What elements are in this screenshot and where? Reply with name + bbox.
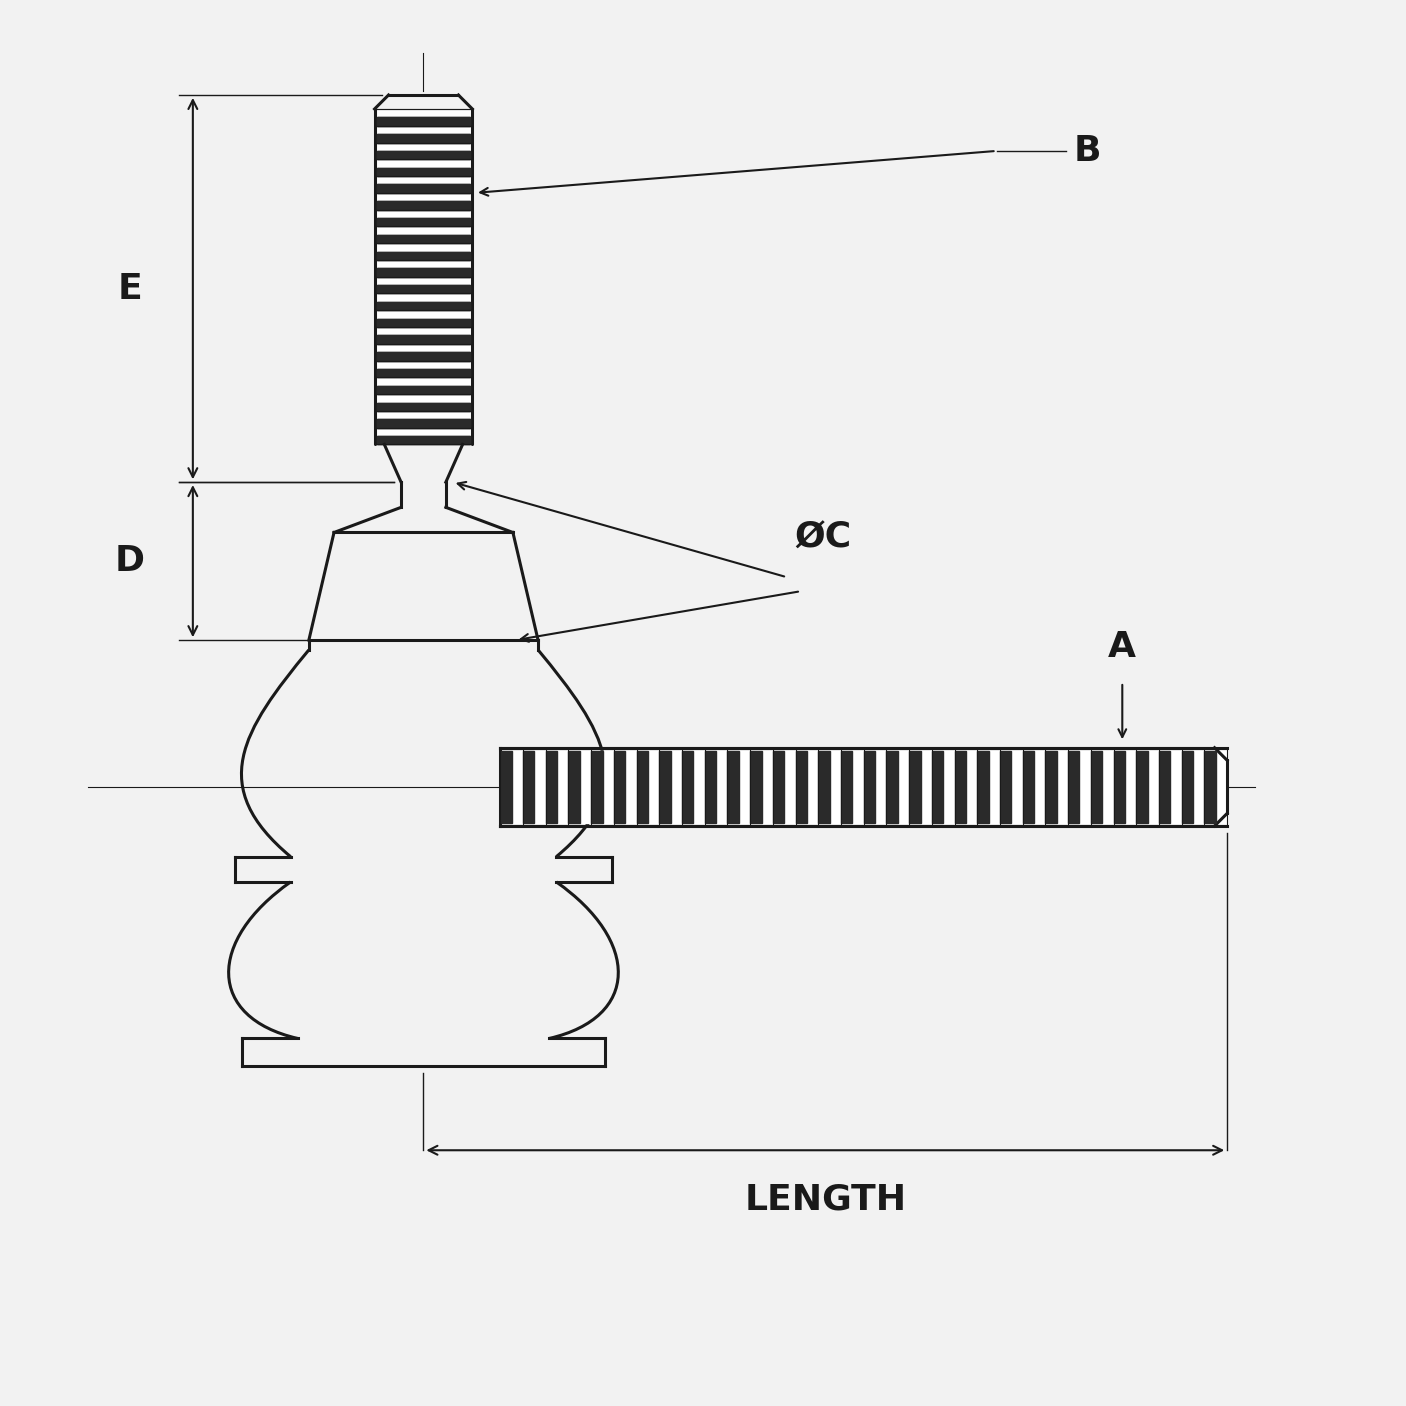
Bar	[841, 751, 852, 823]
Bar	[377, 184, 470, 193]
Bar	[377, 150, 470, 159]
Bar	[886, 751, 898, 823]
Bar	[377, 285, 470, 294]
Text: A: A	[1108, 630, 1136, 664]
Bar	[377, 302, 470, 311]
Text: D: D	[115, 544, 145, 578]
Bar	[377, 368, 470, 377]
Bar	[1046, 751, 1057, 823]
Bar	[377, 269, 470, 277]
Bar	[568, 751, 579, 823]
Bar	[591, 751, 603, 823]
Bar	[377, 336, 470, 344]
Bar	[1181, 751, 1194, 823]
Bar	[501, 751, 512, 823]
Bar	[377, 402, 470, 411]
Bar	[614, 751, 626, 823]
Bar	[377, 436, 470, 444]
Bar	[1114, 751, 1125, 823]
Bar	[377, 252, 470, 260]
Bar	[377, 134, 470, 142]
Bar	[1159, 751, 1170, 823]
Bar	[377, 235, 470, 243]
Bar	[377, 352, 470, 360]
Bar	[377, 117, 470, 125]
Bar	[796, 751, 807, 823]
Bar	[1022, 751, 1033, 823]
Bar	[659, 751, 671, 823]
Bar	[502, 751, 1227, 823]
Bar	[910, 751, 921, 823]
Bar	[377, 218, 470, 226]
Bar	[377, 117, 470, 125]
Bar	[377, 319, 470, 328]
Bar	[377, 385, 470, 394]
Bar	[377, 150, 470, 159]
Bar	[932, 751, 943, 823]
Bar	[523, 751, 534, 823]
Bar	[1000, 751, 1011, 823]
Bar	[704, 751, 716, 823]
Bar	[977, 751, 988, 823]
Bar	[1091, 751, 1102, 823]
Bar	[377, 201, 470, 209]
Bar	[955, 751, 966, 823]
Bar	[377, 201, 470, 209]
Bar	[377, 319, 470, 328]
Bar	[377, 368, 470, 377]
Bar	[377, 110, 470, 444]
Bar	[377, 285, 470, 294]
Text: E: E	[118, 271, 142, 305]
Bar	[1205, 751, 1216, 823]
Bar	[818, 751, 830, 823]
Bar	[377, 419, 470, 427]
Bar	[377, 336, 470, 344]
Text: LENGTH: LENGTH	[744, 1182, 907, 1216]
Bar	[637, 751, 648, 823]
Bar	[682, 751, 693, 823]
Bar	[377, 167, 470, 176]
Bar	[773, 751, 785, 823]
Text: ØC: ØC	[794, 522, 851, 555]
Bar	[377, 269, 470, 277]
Bar	[377, 436, 470, 444]
Bar	[377, 402, 470, 411]
Bar	[377, 184, 470, 193]
Bar	[1069, 751, 1080, 823]
Bar	[377, 419, 470, 427]
Bar	[751, 751, 762, 823]
Text: B: B	[1073, 134, 1101, 167]
Bar	[863, 751, 875, 823]
Bar	[377, 235, 470, 243]
Bar	[377, 252, 470, 260]
Bar	[546, 751, 557, 823]
Bar	[377, 352, 470, 360]
Bar	[377, 385, 470, 394]
Bar	[377, 302, 470, 311]
Bar	[377, 167, 470, 176]
Bar	[377, 134, 470, 142]
Bar	[377, 218, 470, 226]
Bar	[727, 751, 738, 823]
Bar	[1136, 751, 1147, 823]
